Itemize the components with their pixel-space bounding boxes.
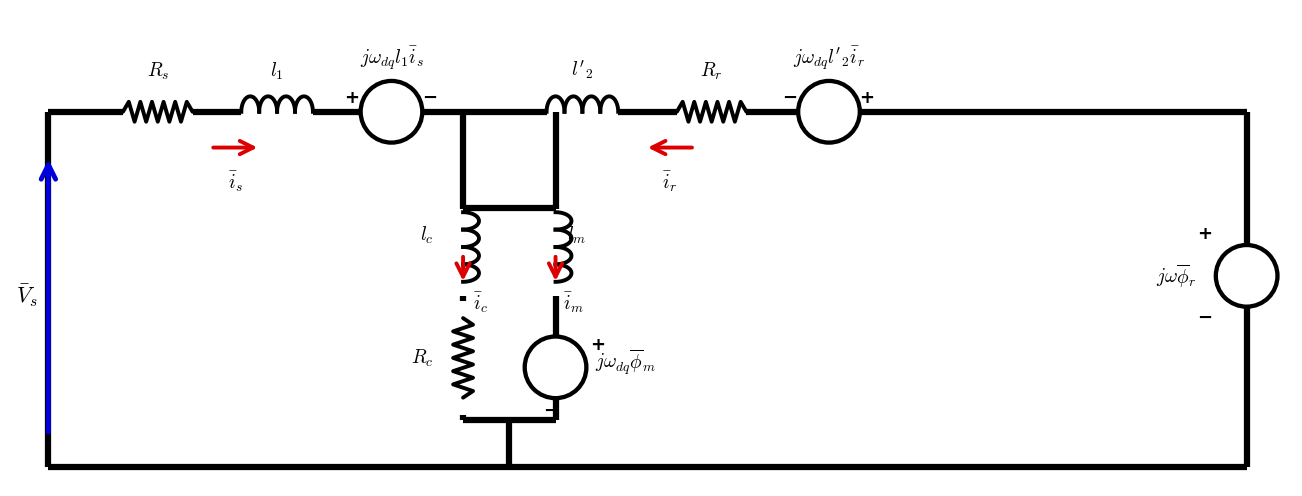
Text: $\bar{i}_s$: $\bar{i}_s$ — [228, 170, 243, 194]
Text: −: − — [422, 89, 436, 107]
Text: +: + — [590, 336, 605, 355]
Text: $R_s$: $R_s$ — [147, 61, 169, 82]
Text: +: + — [859, 89, 874, 107]
Text: $\bar{i}_m$: $\bar{i}_m$ — [564, 291, 585, 315]
Text: $\bar{i}_c$: $\bar{i}_c$ — [473, 291, 488, 315]
Text: −: − — [1198, 309, 1212, 326]
Text: $l_m$: $l_m$ — [568, 224, 587, 246]
Text: $\bar{i}_r$: $\bar{i}_r$ — [663, 170, 677, 194]
Text: $R_c$: $R_c$ — [410, 347, 434, 369]
Text: $j\omega\overline{\phi}_r$: $j\omega\overline{\phi}_r$ — [1156, 262, 1197, 290]
Text: +: + — [344, 89, 359, 107]
Text: $j\omega_{dq}l_1\bar{i}_s$: $j\omega_{dq}l_1\bar{i}_s$ — [359, 44, 423, 72]
Text: $R_r$: $R_r$ — [700, 61, 723, 82]
Text: $l'_2$: $l'_2$ — [572, 59, 594, 82]
Text: +: + — [1198, 225, 1212, 243]
Text: $l_1$: $l_1$ — [271, 61, 284, 82]
Text: $j\omega_{dq}\overline{\phi}_m$: $j\omega_{dq}\overline{\phi}_m$ — [595, 348, 656, 377]
Text: $\bar{V}_s$: $\bar{V}_s$ — [16, 283, 39, 309]
Text: $j\omega_{dq}l'_2\bar{i}_r$: $j\omega_{dq}l'_2\bar{i}_r$ — [793, 44, 865, 72]
Text: $l_c$: $l_c$ — [419, 224, 434, 246]
Text: −: − — [543, 402, 559, 420]
Text: −: − — [781, 89, 797, 107]
